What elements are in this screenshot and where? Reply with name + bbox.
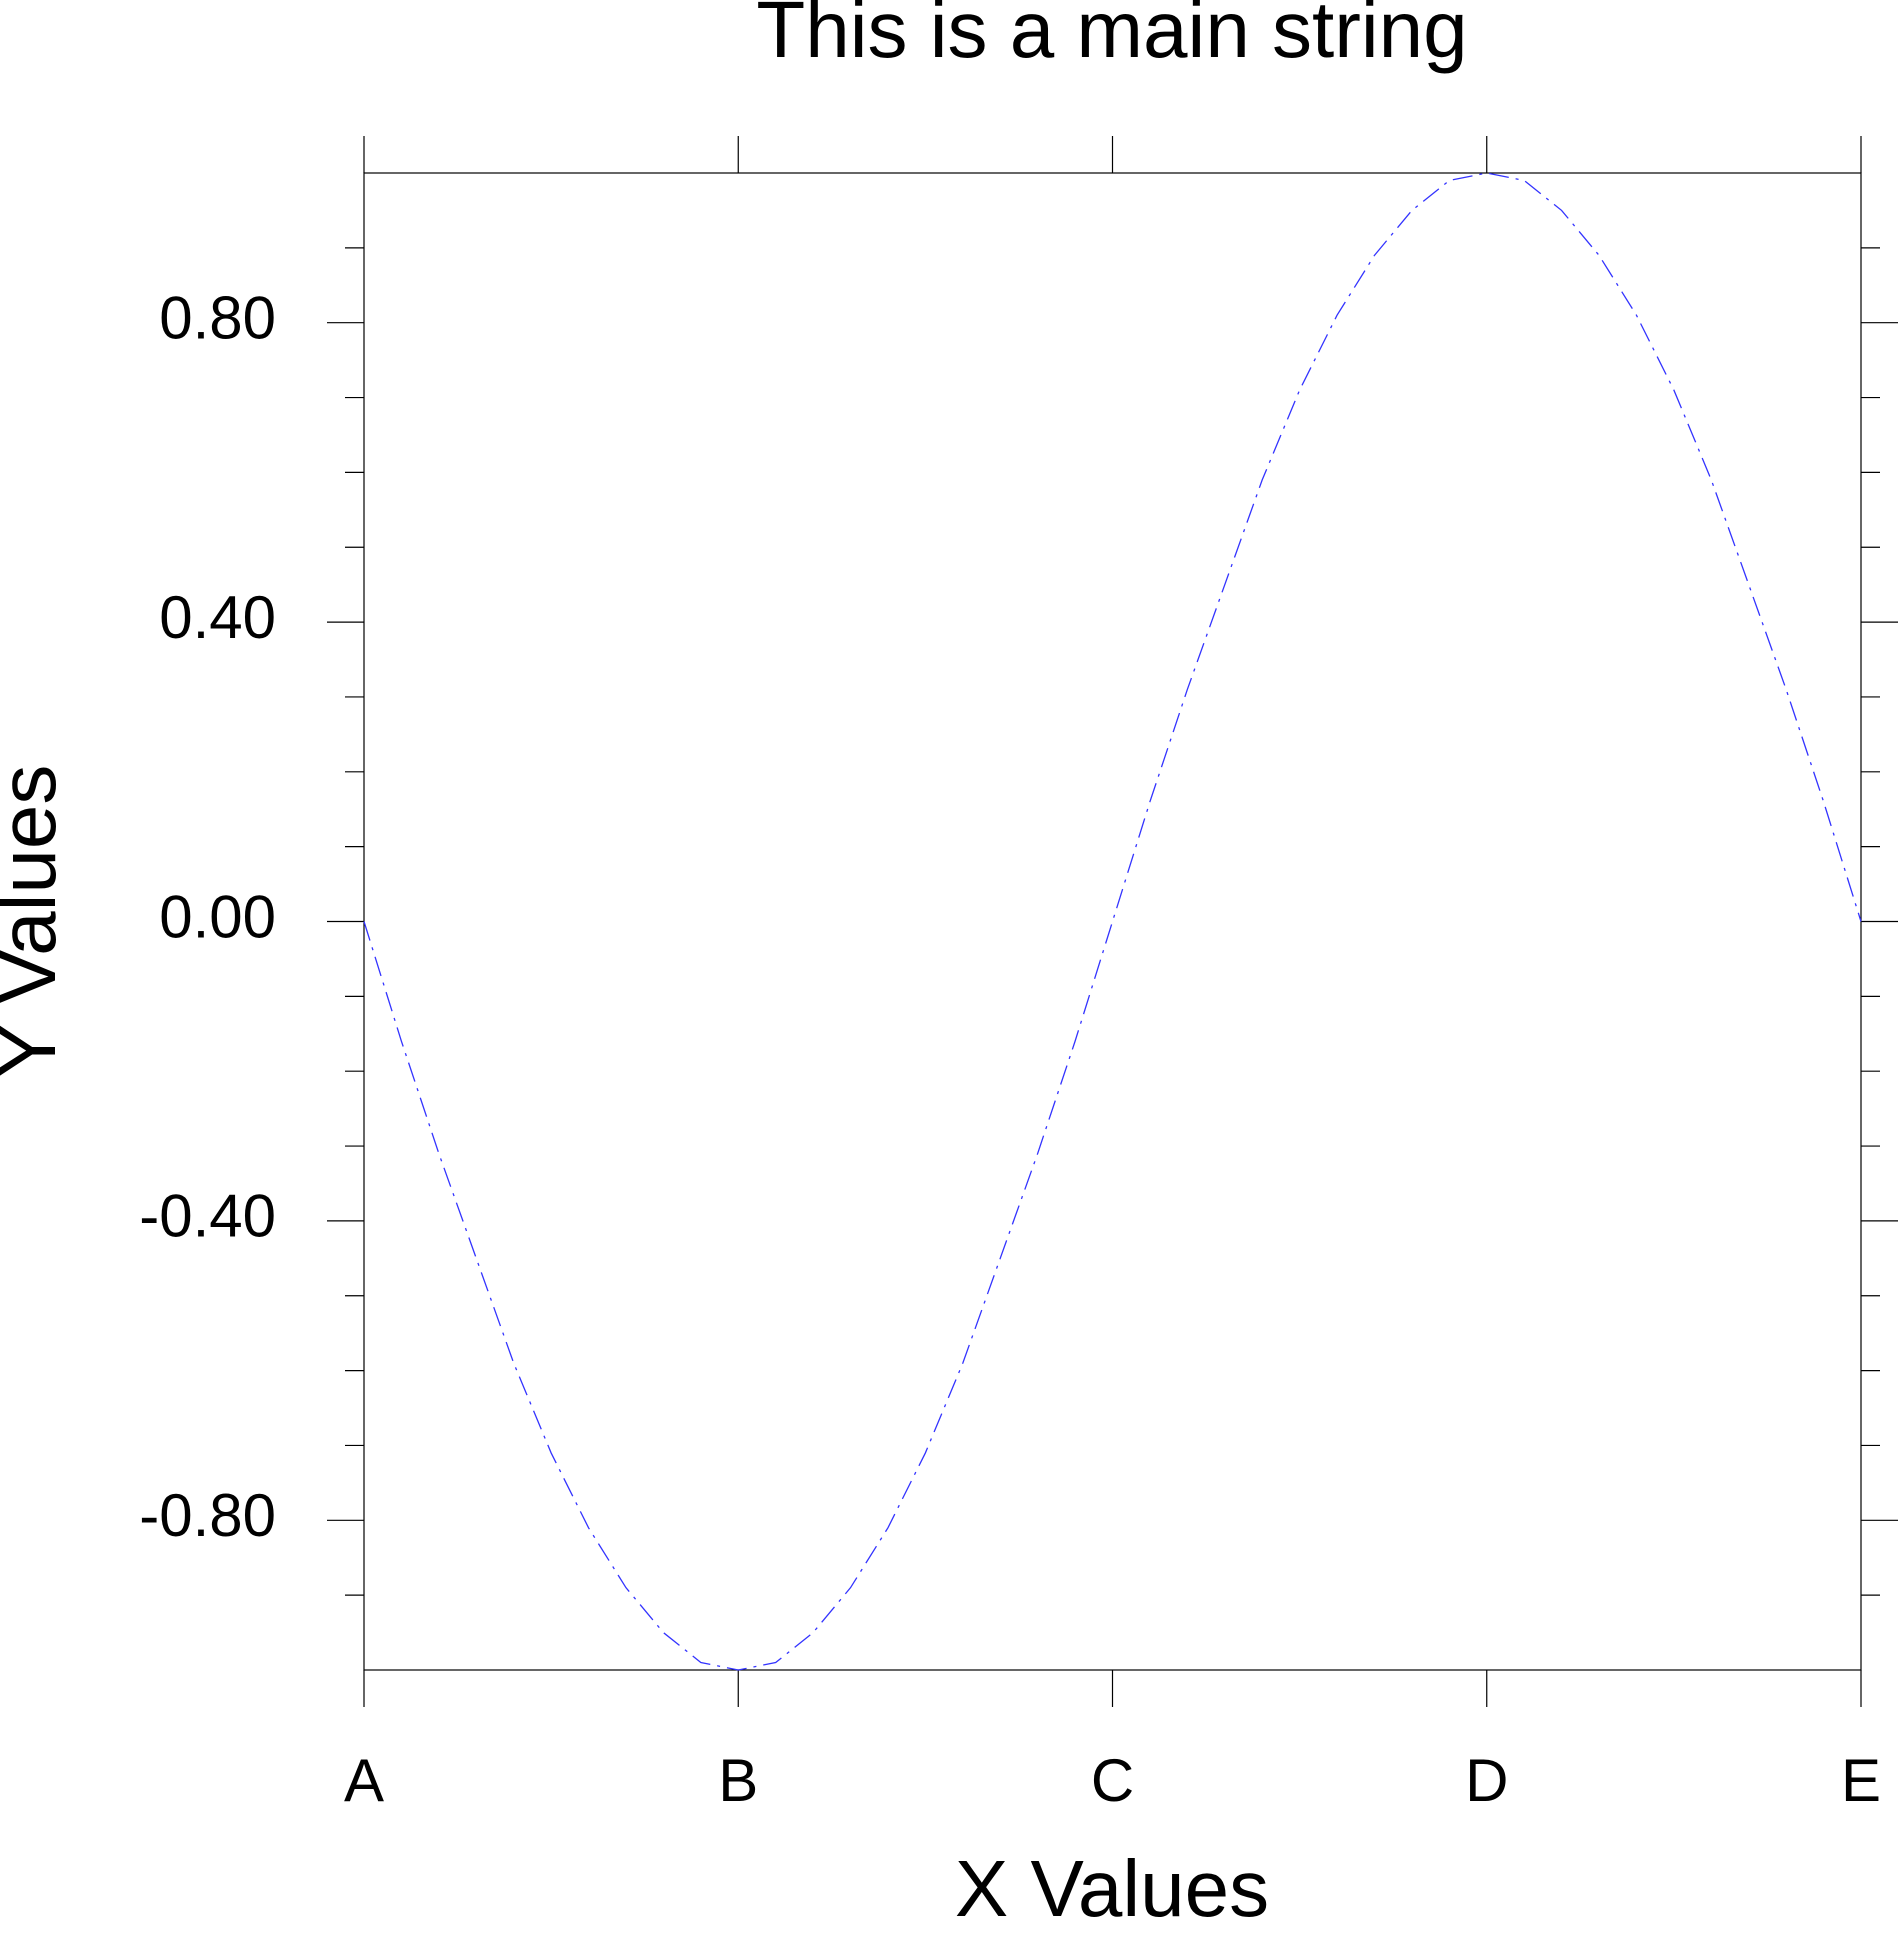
x-axis-label: X Values: [955, 1844, 1269, 1933]
y-tick-label: 0.80: [159, 285, 276, 352]
plot-frame: [363, 172, 1862, 1671]
y-tick-label: -0.40: [139, 1183, 276, 1250]
data-line: [363, 172, 1862, 1671]
x-tick-label: A: [344, 1747, 384, 1814]
y-tick-label: -0.80: [139, 1482, 276, 1549]
x-tick-label: C: [1091, 1747, 1134, 1814]
y-tick-label: 0.40: [159, 584, 276, 651]
x-tick-label: D: [1465, 1747, 1508, 1814]
chart-title: This is a main string: [756, 0, 1467, 74]
y-tick-label: 0.00: [159, 883, 276, 950]
x-tick-label: B: [718, 1747, 758, 1814]
y-axis-label: Y Values: [0, 765, 72, 1078]
x-tick-label: E: [1841, 1747, 1881, 1814]
